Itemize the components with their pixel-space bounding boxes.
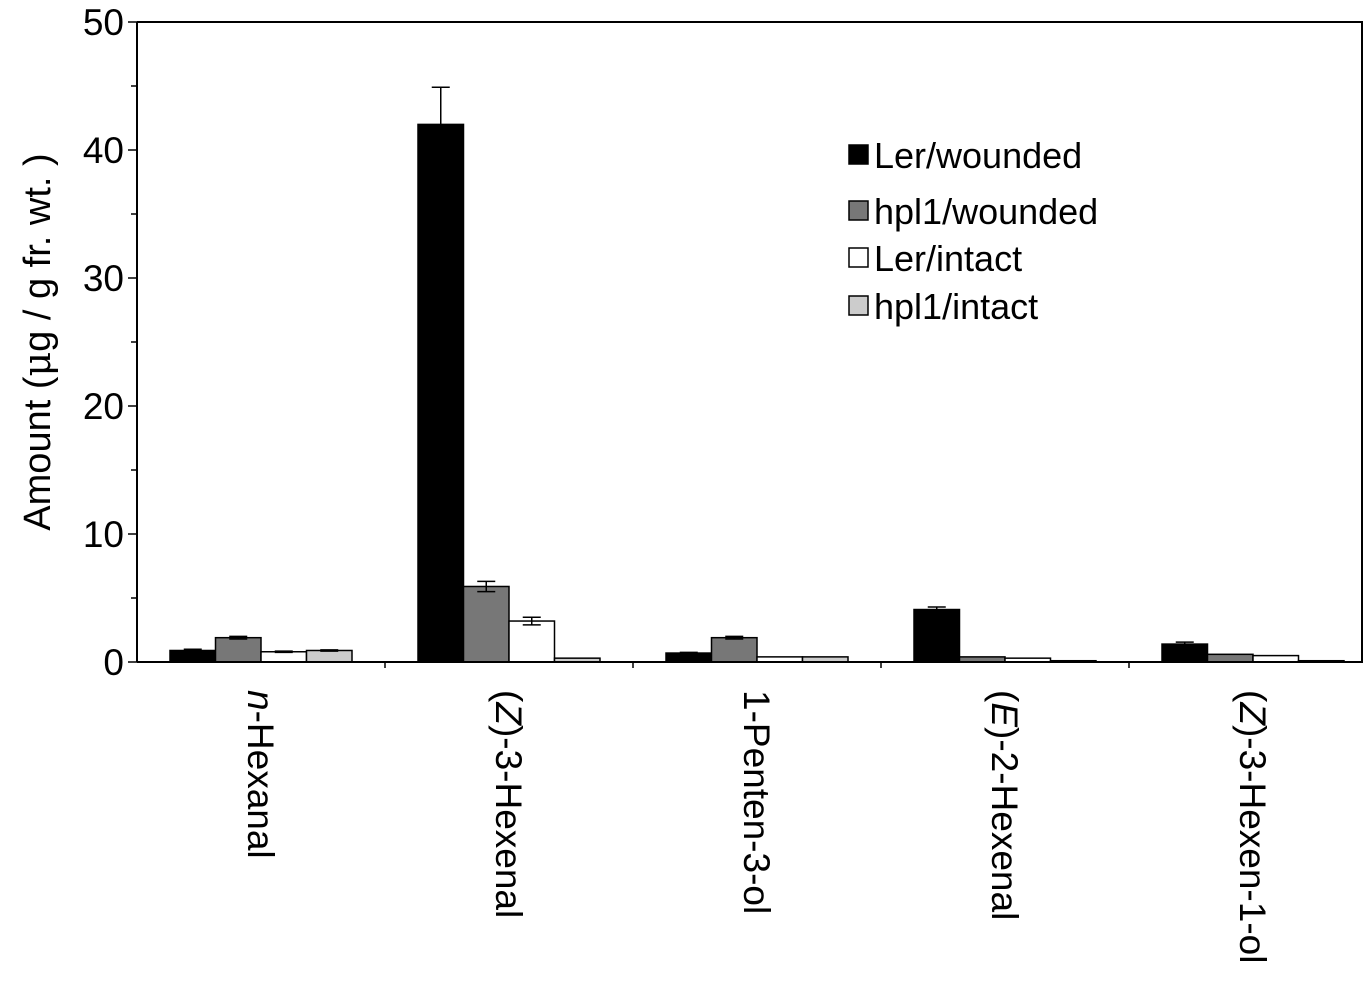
x-tick-label-prefix: ( bbox=[984, 690, 1025, 703]
x-axis: n-Hexanal(Z)-3-Hexenal 1-Penten-3-ol (E)-2… bbox=[137, 661, 1363, 963]
y-tick-label: 40 bbox=[83, 130, 124, 171]
y-axis-label-pre: Amount ( bbox=[17, 376, 59, 531]
legend-swatch bbox=[848, 295, 869, 316]
y-tick-label: 30 bbox=[83, 258, 124, 299]
legend-swatch bbox=[848, 144, 869, 165]
legend-label: Ler/intact bbox=[874, 238, 1022, 279]
legend-swatch bbox=[848, 200, 869, 221]
bar bbox=[260, 651, 308, 663]
bar bbox=[508, 620, 556, 663]
x-tick-label-italic: E bbox=[984, 702, 1025, 728]
y-tick-label: 20 bbox=[83, 386, 124, 427]
bars bbox=[169, 86, 1345, 663]
bar bbox=[1206, 653, 1254, 663]
y-tick-label: 50 bbox=[83, 2, 124, 43]
x-tick-label-italic: Z bbox=[1232, 701, 1273, 726]
y-tick-label: 0 bbox=[103, 642, 124, 683]
x-tick-label: (Z)-3-Hexen-1-ol bbox=[1232, 690, 1273, 963]
x-tick-label-rest: )-2-Hexenal bbox=[984, 727, 1025, 920]
x-tick-label-prefix: ( bbox=[488, 690, 529, 703]
bar bbox=[710, 636, 758, 663]
y-axis-label-text: Amount (μg / g fr. wt. ) bbox=[15, 153, 59, 530]
plot-area bbox=[137, 21, 1363, 662]
legend: Ler/wounded hpl1/wounded Ler/intact hpl1/in… bbox=[848, 135, 1098, 327]
x-tick-label: (E)-2-Hexenal bbox=[984, 690, 1025, 920]
x-tick-label: (Z)-3-Hexenal bbox=[488, 690, 529, 918]
x-tick-label-rest: 1-Penten-3-ol bbox=[736, 690, 777, 914]
y-axis-label-post: g / g fr. wt. ) bbox=[17, 153, 59, 352]
bar bbox=[462, 585, 510, 663]
x-tick-label-italic: n bbox=[240, 690, 281, 711]
y-axis: 0 10 20 30 40 50 bbox=[83, 2, 138, 683]
legend-label: Ler/wounded bbox=[874, 135, 1082, 176]
x-tick-label-rest: )-3-Hexen-1-ol bbox=[1232, 725, 1273, 964]
bar bbox=[1161, 643, 1209, 663]
y-tick-label: 10 bbox=[83, 514, 124, 555]
bar bbox=[214, 636, 262, 663]
x-tick-label: 1-Penten-3-ol bbox=[736, 690, 777, 914]
y-axis-label-mu: μ bbox=[15, 352, 59, 377]
x-tick-label: n-Hexanal bbox=[240, 690, 281, 859]
y-axis-label: Amount (μg / g fr. wt. ) bbox=[15, 153, 59, 530]
bar bbox=[913, 608, 961, 663]
bar bbox=[305, 649, 353, 663]
x-tick-label-rest: -Hexanal bbox=[240, 711, 281, 859]
legend-label: hpl1/wounded bbox=[874, 191, 1098, 232]
x-tick-label-prefix: ( bbox=[1232, 690, 1273, 703]
x-tick-label-rest: )-3-Hexenal bbox=[488, 725, 529, 918]
legend-swatch bbox=[848, 247, 869, 268]
bar bbox=[417, 123, 465, 663]
x-tick-label-italic: Z bbox=[488, 701, 529, 726]
legend-label: hpl1/intact bbox=[874, 286, 1038, 327]
